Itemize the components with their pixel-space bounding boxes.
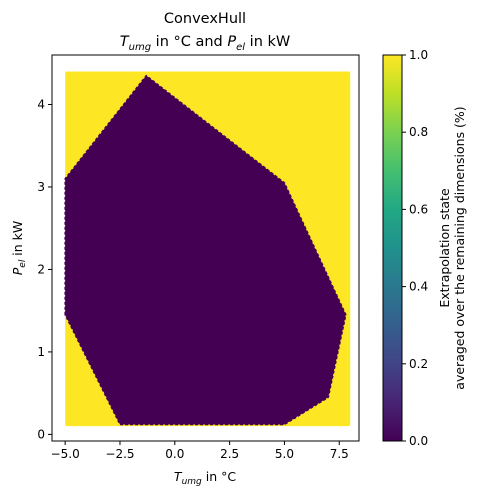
x-axis-tick-label: −2.5 xyxy=(105,447,134,461)
colorbar-tick-label: 0.0 xyxy=(409,434,428,448)
x-axis-label: Tumg in °C xyxy=(174,469,236,487)
convex-hull-region xyxy=(64,74,347,426)
plot-area xyxy=(64,71,351,427)
colorbar-axis: 0.0 0.2 0.4 0.6 0.8 1.0 xyxy=(402,48,428,448)
y-axis-tick-label: 3 xyxy=(37,180,45,194)
y-axis-tick-label: 2 xyxy=(37,262,45,276)
y-axis: 0 1 2 3 4 xyxy=(37,97,52,441)
plot-frame xyxy=(51,54,360,442)
y-axis-tick-label: 1 xyxy=(37,345,45,359)
colorbar-tick-label: 0.2 xyxy=(409,357,428,371)
y-axis-tick-label: 0 xyxy=(37,427,45,441)
colorbar-tick-label: 1.0 xyxy=(409,48,428,62)
x-axis-tick-label: 7.5 xyxy=(330,447,349,461)
x-axis-tick-label: 2.5 xyxy=(220,447,239,461)
chart-title: ConvexHull xyxy=(164,11,246,27)
colorbar-tick-label: 0.4 xyxy=(409,280,428,294)
y-axis-tick-label: 4 xyxy=(37,97,45,111)
colorbar-tick-label: 0.6 xyxy=(409,202,428,216)
colorbar xyxy=(382,54,403,442)
colorbar-label: Extrapolation stateaveraged over the rem… xyxy=(437,106,467,389)
x-axis: −5.0 −2.5 0.0 2.5 5.0 7.5 xyxy=(51,441,349,461)
y-axis-label: Pel in kW xyxy=(10,221,28,276)
chart-subtitle: Tumg in °C and Pel in kW xyxy=(120,34,290,53)
colorbar-tick-label: 0.8 xyxy=(409,125,428,139)
x-axis-tick-label: 5.0 xyxy=(275,447,294,461)
x-axis-tick-label: −5.0 xyxy=(51,447,80,461)
x-axis-tick-label: 0.0 xyxy=(165,447,184,461)
